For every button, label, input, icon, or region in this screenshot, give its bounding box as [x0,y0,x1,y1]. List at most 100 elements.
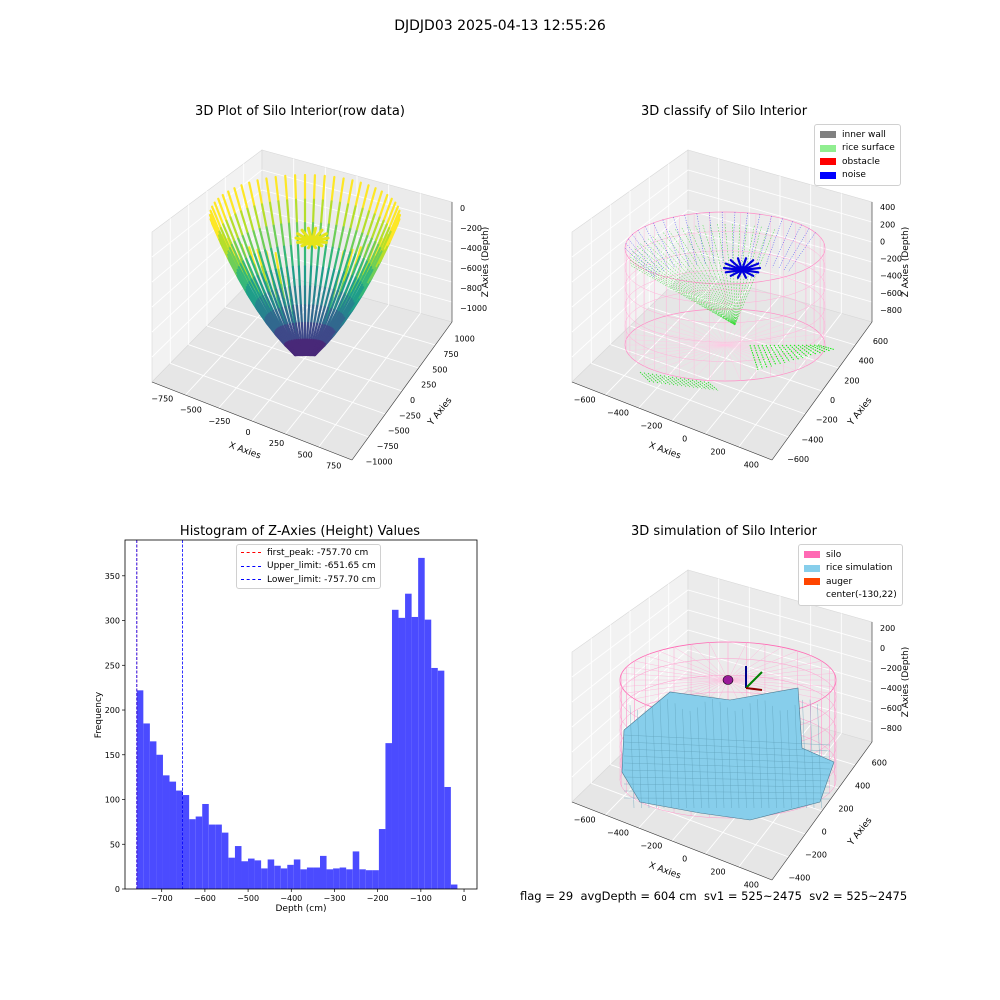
histogram-bar [365,870,373,889]
rice-surface-line [734,225,755,326]
data-curve-segment [314,265,319,288]
rice-mesh-line [644,710,650,809]
silo-roof-line [727,644,766,681]
data-curve-segment [253,205,261,231]
x-axis-line [571,381,773,461]
rice-mesh-line [623,797,831,800]
histogram-bar [143,723,150,889]
data-curve-segment [294,322,300,341]
silo-floor-line [666,344,726,375]
data-curve-segment [284,174,289,202]
data-curve-segment [321,306,330,326]
data-curve-segment [253,276,264,297]
z-tick-label: −600 [460,264,482,273]
status-footer: flag = 29 avgDepth = 604 cm sv1 = 525~24… [520,889,908,903]
data-curve-segment [333,291,343,312]
data-curve-segment [301,338,306,357]
legend-label: inner wall [842,129,886,140]
histogram-bar [202,803,209,889]
data-curve-segment [228,247,240,269]
data-curve-segment [264,249,272,272]
x-axis-line [151,381,353,461]
rice-surface-line [688,226,736,326]
data-curve-segment [342,300,355,318]
rice-surface-line [773,344,786,364]
data-curve-segment [248,281,260,301]
data-curve-segment [329,311,341,329]
y-tick-label: 400 [859,357,874,366]
noise-cluster-segment [740,268,755,277]
data-curve-segment [233,240,245,263]
x-tick-label: 250 [269,439,284,448]
rice-surface-line [675,377,687,387]
data-curve-segment [233,187,243,213]
legend-label: silo [826,549,842,560]
data-curve-segment [213,201,225,226]
z-tick-label: −400 [880,684,902,693]
noise-line [653,222,675,269]
rice-surface-line [749,344,759,371]
x-tick-label: −700 [151,894,173,903]
rice-surface-line [717,224,736,326]
data-curve-segment [291,304,297,325]
data-curve-segment [260,203,268,229]
histogram-bar [189,819,196,889]
data-curve-segment [250,279,262,299]
x-tick-label: −200 [367,894,389,903]
data-curve-segment [291,265,296,288]
rice-mesh-line [809,699,815,809]
silo-roof-line [727,642,747,681]
panel2-legend: inner wall rice surface obstacle noise [814,124,901,186]
data-curve-segment [318,325,329,343]
data-curve-segment [350,281,362,301]
histogram-xlabel: Depth (cm) [275,904,326,914]
data-curve-segment [327,296,334,312]
data-curve-segment [365,240,377,263]
data-curve-segment [285,266,291,289]
rice-surface-line [765,344,777,366]
data-curve-segment [340,272,350,294]
histogram-bar [398,617,406,889]
silo-roof-line [621,673,729,681]
histogram-bar [326,869,334,889]
legend-item-auger: auger [804,575,897,589]
data-curve-segment [284,306,292,326]
histogram-bar [274,865,281,889]
y-tick-label: −200 [816,416,838,425]
rice-surface-line [629,259,736,326]
rice-surface-line [789,344,804,359]
x-tick-label: 0 [682,855,687,864]
histogram-bar [248,858,255,889]
data-curve-segment [245,288,258,307]
grid-line [151,169,263,258]
rice-mesh-line [623,734,831,746]
data-curve-segment [246,283,259,303]
silo-floor-line [724,323,806,346]
rice-mesh-line [623,741,831,752]
data-curve-segment [349,205,357,231]
data-curve-segment [362,268,374,289]
x-axis-label: X Axies [647,861,682,882]
data-curve-segment [359,263,371,284]
y-tick-label: 150 [105,751,120,760]
data-curve-segment [295,304,300,325]
center-marker [722,675,734,685]
z-tick-label: −400 [880,272,902,281]
silo-floor-line [626,344,726,351]
rice-mesh-line [779,710,785,809]
silo-floor-line [644,323,726,346]
data-curve-segment [296,244,300,268]
histogram-bar [162,775,170,889]
data-curve-segment [339,296,351,315]
rice-surface-line [753,344,763,369]
data-curve-segment [308,285,312,307]
rice-simulation-surface [621,687,835,821]
legend-label: center(-130,22) [826,590,897,601]
silo-roof-line [658,650,729,681]
legend-swatch [820,171,836,179]
data-curve-segment [327,246,334,270]
data-curve-segment [341,298,353,317]
data-curve-segment [366,213,376,238]
data-curve-segment [354,246,362,266]
rice-mesh-line [637,710,642,809]
